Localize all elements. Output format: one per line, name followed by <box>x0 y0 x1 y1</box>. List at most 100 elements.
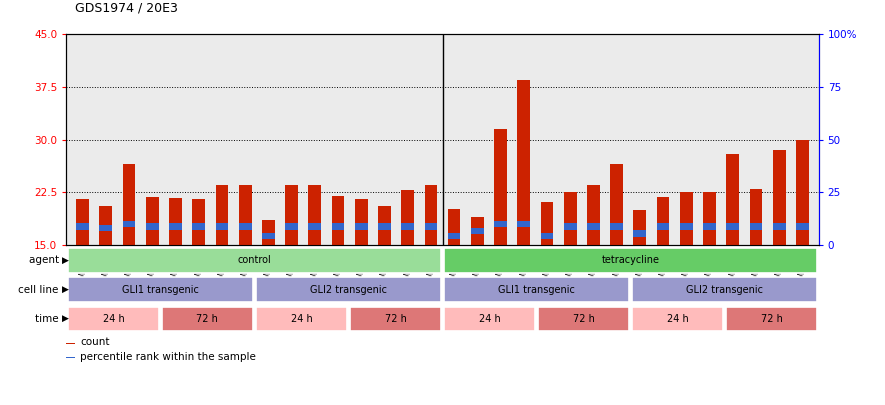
Bar <box>703 223 716 230</box>
Text: 72 h: 72 h <box>761 314 782 324</box>
Bar <box>401 190 414 245</box>
Bar <box>541 202 553 245</box>
Text: 24 h: 24 h <box>479 314 500 324</box>
Bar <box>494 129 507 245</box>
Bar <box>257 307 347 331</box>
Text: ▶: ▶ <box>62 256 69 265</box>
Bar <box>285 223 298 230</box>
Bar <box>192 199 205 245</box>
Bar <box>216 185 228 245</box>
Bar <box>350 307 441 331</box>
Bar <box>564 192 577 245</box>
Text: 72 h: 72 h <box>196 314 219 324</box>
Text: cell line: cell line <box>19 285 62 294</box>
Bar <box>796 223 809 230</box>
Text: GLI1 transgenic: GLI1 transgenic <box>498 285 575 294</box>
Bar <box>727 223 739 230</box>
Bar <box>123 221 135 228</box>
Text: time: time <box>35 314 62 324</box>
Bar <box>66 343 75 344</box>
Bar <box>425 185 437 245</box>
Bar <box>494 221 507 228</box>
Bar <box>169 223 182 230</box>
Bar <box>355 199 367 245</box>
Bar <box>378 223 391 230</box>
Bar <box>123 164 135 245</box>
Text: GDS1974 / 20E3: GDS1974 / 20E3 <box>75 1 178 14</box>
Bar <box>216 223 228 230</box>
Bar <box>633 277 817 302</box>
Bar <box>634 210 646 245</box>
Bar <box>76 223 89 230</box>
Text: GLI2 transgenic: GLI2 transgenic <box>310 285 387 294</box>
Bar <box>727 154 739 245</box>
Bar <box>308 185 321 245</box>
Bar <box>262 220 274 245</box>
Text: ▶: ▶ <box>62 285 69 294</box>
Text: control: control <box>237 256 272 265</box>
Bar <box>657 223 669 230</box>
Text: GLI2 transgenic: GLI2 transgenic <box>686 285 763 294</box>
Bar <box>634 230 646 237</box>
Bar <box>471 217 484 245</box>
Bar <box>169 198 182 245</box>
Bar <box>68 248 441 273</box>
Bar <box>448 233 460 239</box>
Bar <box>587 223 600 230</box>
Bar <box>448 209 460 245</box>
Bar <box>538 307 628 331</box>
Bar <box>611 164 623 245</box>
Bar <box>727 307 817 331</box>
Bar <box>471 228 484 234</box>
Bar <box>564 223 577 230</box>
Bar <box>518 80 530 245</box>
Bar <box>541 233 553 239</box>
Text: tetracycline: tetracycline <box>602 256 659 265</box>
Bar <box>355 223 367 230</box>
Bar <box>796 140 809 245</box>
Bar <box>99 207 112 245</box>
Bar <box>146 197 158 245</box>
Bar <box>308 223 321 230</box>
Bar <box>773 150 786 245</box>
Bar <box>257 277 441 302</box>
Bar <box>680 192 693 245</box>
Bar <box>99 225 112 231</box>
Bar <box>680 223 693 230</box>
Bar <box>773 223 786 230</box>
Text: percentile rank within the sample: percentile rank within the sample <box>80 352 256 362</box>
Bar <box>239 185 251 245</box>
Bar <box>657 197 669 245</box>
Bar <box>285 185 298 245</box>
Bar <box>146 223 158 230</box>
Bar <box>68 307 158 331</box>
Text: 24 h: 24 h <box>290 314 312 324</box>
Bar <box>68 277 252 302</box>
Text: ▶: ▶ <box>62 314 69 323</box>
Bar <box>66 357 75 358</box>
Text: count: count <box>80 337 110 347</box>
Text: GLI1 transgenic: GLI1 transgenic <box>122 285 199 294</box>
Text: 72 h: 72 h <box>385 314 406 324</box>
Bar <box>750 223 762 230</box>
Bar <box>444 277 628 302</box>
Bar <box>703 192 716 245</box>
Text: 24 h: 24 h <box>666 314 689 324</box>
Bar <box>633 307 723 331</box>
Bar <box>750 189 762 245</box>
Text: 24 h: 24 h <box>103 314 124 324</box>
Bar <box>378 207 391 245</box>
Bar <box>425 223 437 230</box>
Bar <box>239 223 251 230</box>
Text: 72 h: 72 h <box>573 314 595 324</box>
Bar <box>332 223 344 230</box>
Bar <box>162 307 252 331</box>
Bar <box>262 233 274 239</box>
Bar <box>587 185 600 245</box>
Bar <box>444 307 535 331</box>
Bar <box>192 223 205 230</box>
Bar <box>76 199 89 245</box>
Bar <box>401 223 414 230</box>
Bar <box>518 221 530 228</box>
Bar <box>611 223 623 230</box>
